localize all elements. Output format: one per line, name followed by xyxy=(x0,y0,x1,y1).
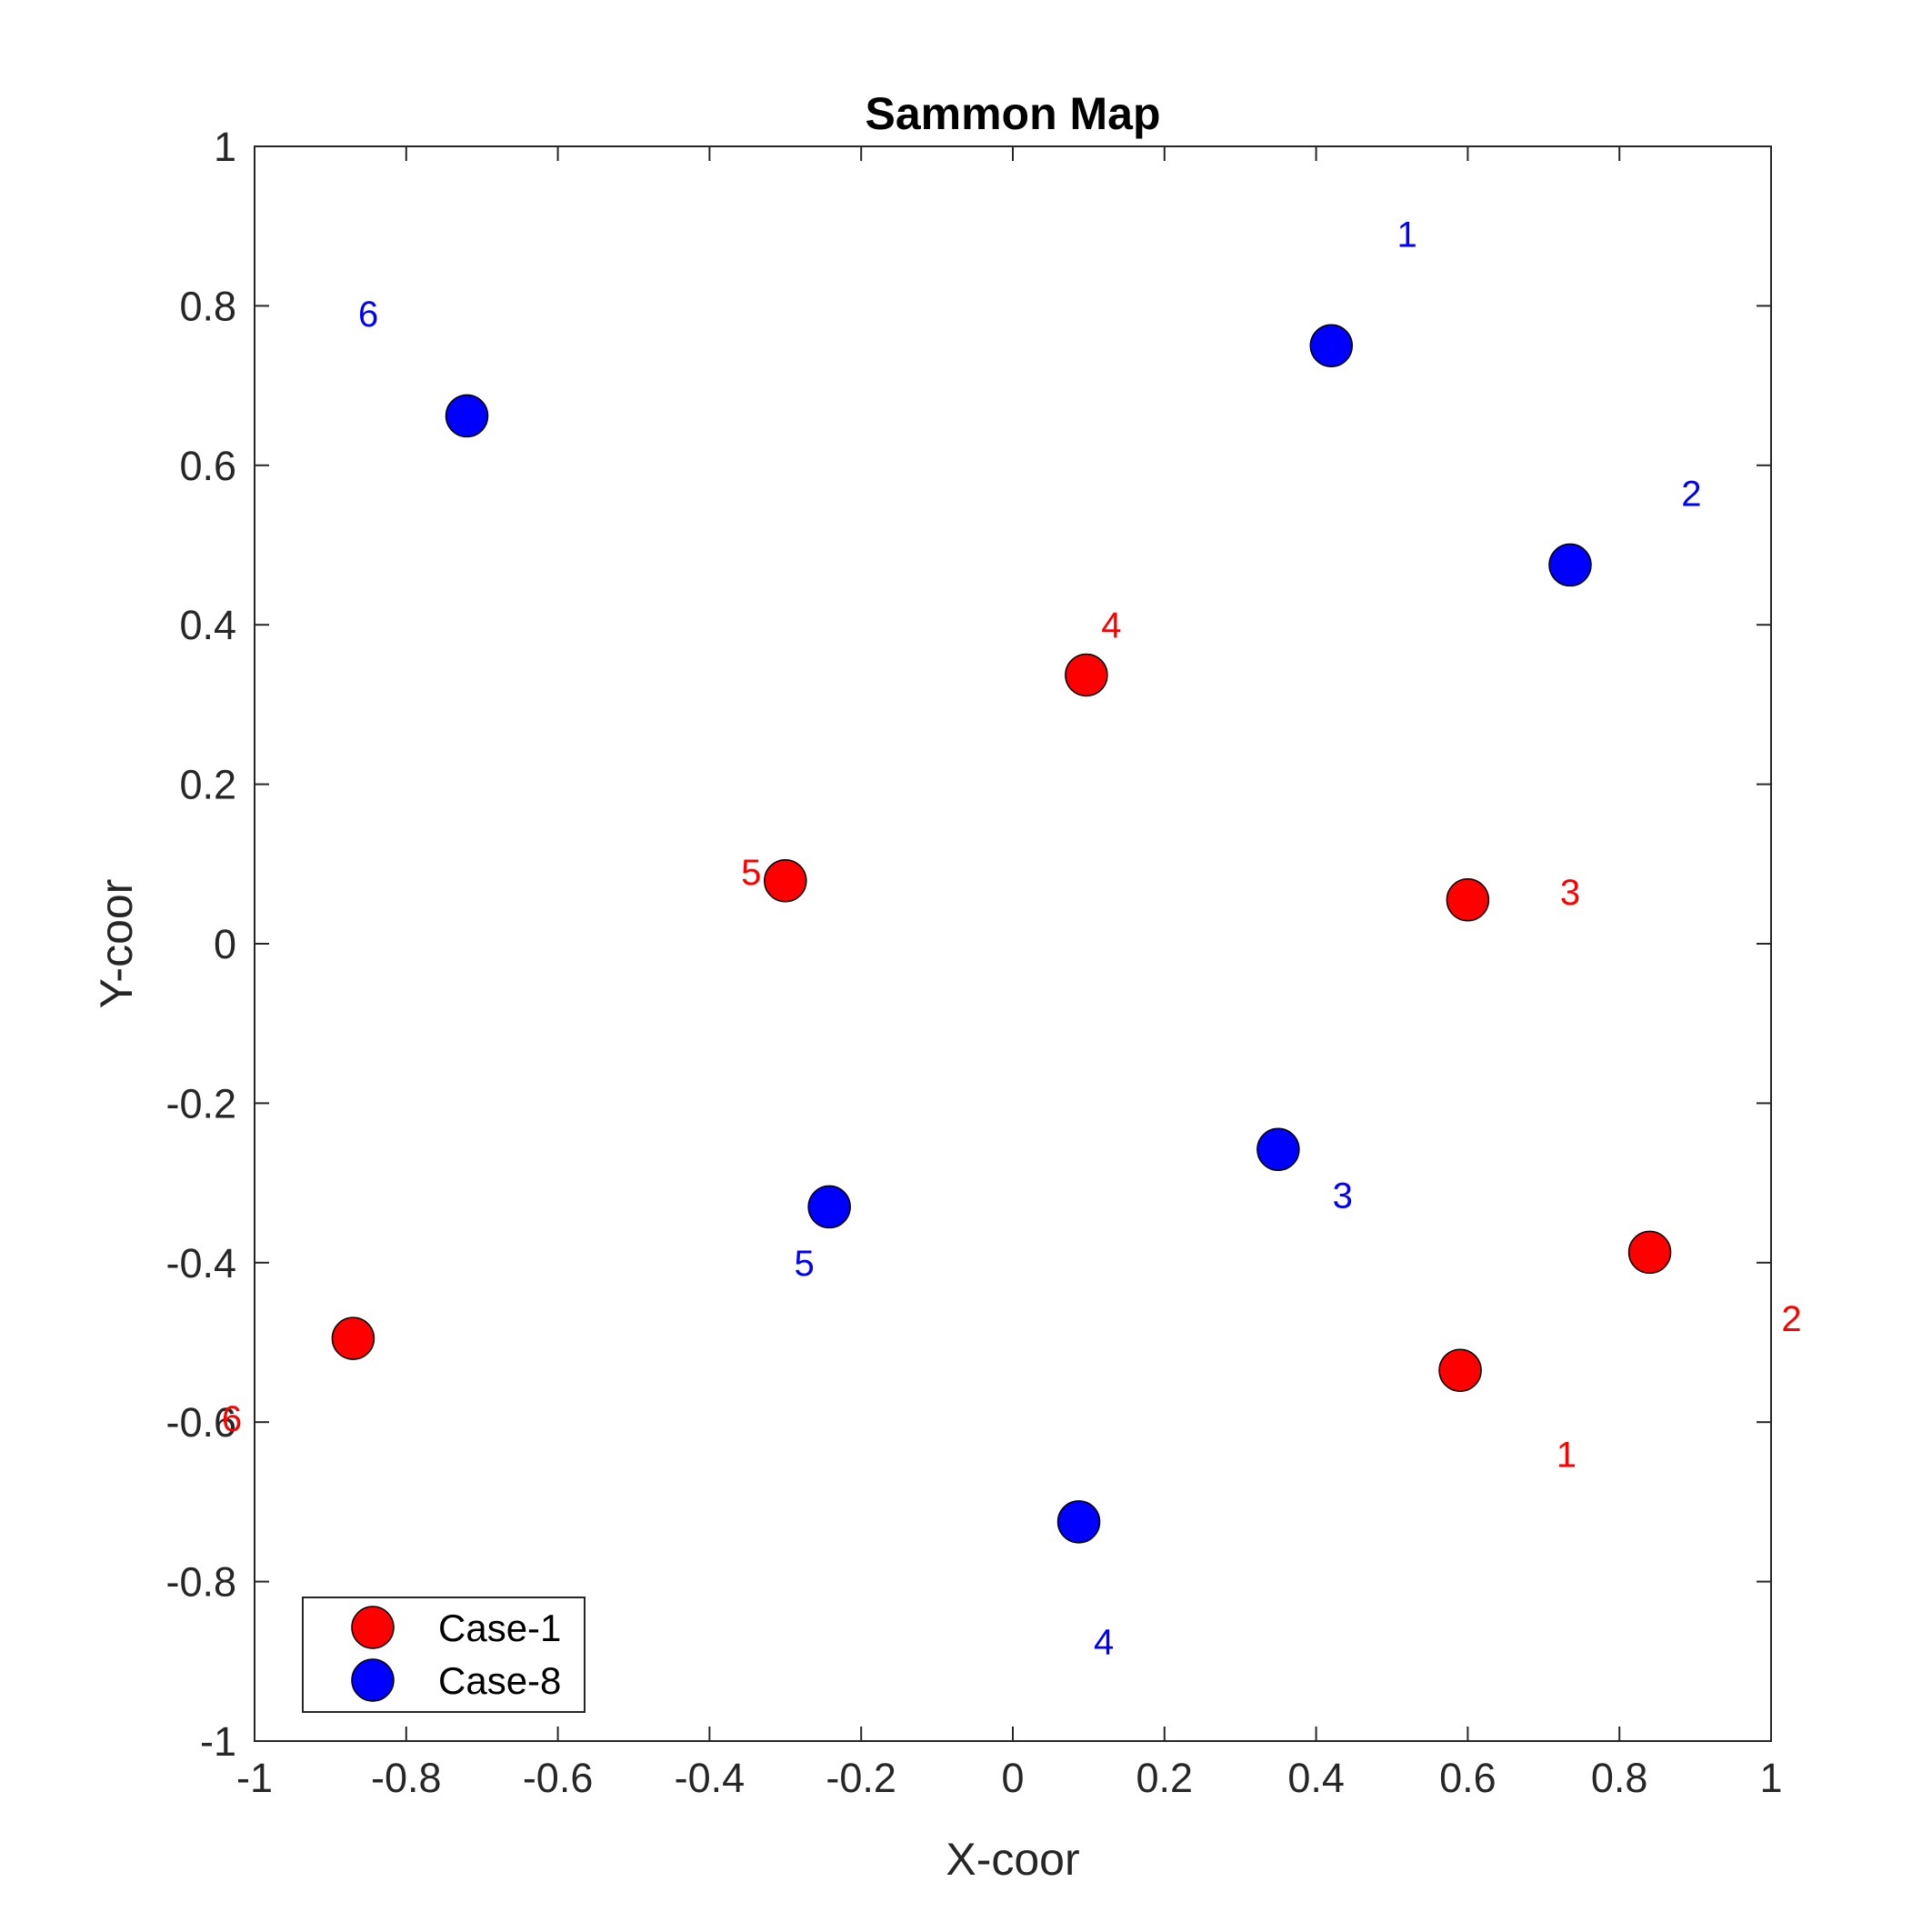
y-tick-label: 0.8 xyxy=(179,283,236,329)
y-tick-label: 0 xyxy=(214,921,236,967)
case-1-point-1 xyxy=(1438,1348,1482,1392)
x-tick-label: 0.8 xyxy=(1591,1755,1648,1801)
case-8-point-label-2: 2 xyxy=(1681,474,1701,514)
y-tick-label: 1 xyxy=(214,124,236,170)
case-1-point-5 xyxy=(764,858,807,903)
x-tick-label: 1 xyxy=(1759,1755,1782,1801)
case-1-point-6 xyxy=(331,1316,375,1360)
case-8-point-3 xyxy=(1256,1127,1300,1172)
x-tick-label: -0.2 xyxy=(826,1755,896,1801)
legend-label-case-1: Case-1 xyxy=(438,1607,561,1649)
x-tick-label: -0.8 xyxy=(371,1755,442,1801)
legend-marker-case-8 xyxy=(351,1658,395,1702)
x-tick-label: 0.2 xyxy=(1136,1755,1194,1801)
case-1-point-label-5: 5 xyxy=(741,853,761,893)
case-1-point-label-3: 3 xyxy=(1560,873,1580,913)
case-8-point-label-6: 6 xyxy=(358,295,378,335)
x-tick-label: 0.6 xyxy=(1439,1755,1497,1801)
case-8-point-4 xyxy=(1056,1500,1101,1544)
y-tick-label: -0.2 xyxy=(165,1080,236,1126)
case-8-point-1 xyxy=(1309,324,1354,367)
legend-label-case-8: Case-8 xyxy=(438,1659,561,1702)
legend: Case-1 Case-8 xyxy=(302,1597,586,1713)
y-tick-label: 0.6 xyxy=(179,443,236,489)
y-tick-label: -0.4 xyxy=(165,1240,236,1286)
x-tick-label: -1 xyxy=(236,1755,273,1801)
legend-marker-case-1 xyxy=(351,1606,395,1649)
case-1-point-label-6: 6 xyxy=(222,1399,242,1439)
case-1-point-4 xyxy=(1065,653,1108,697)
x-tick-label: 0 xyxy=(1001,1755,1024,1801)
x-tick-label: -0.6 xyxy=(523,1755,594,1801)
plot-area-border xyxy=(254,145,1772,1742)
case-8-point-label-1: 1 xyxy=(1397,215,1417,255)
legend-box xyxy=(302,1597,586,1713)
case-8-point-label-4: 4 xyxy=(1094,1622,1114,1662)
axis-ticks: -1 -0.8 -0.6 -0.4 -0.2 0 0.2 0.4 0.6 0.8 1 -1 -0.8 -0… xyxy=(165,124,1782,1801)
data-points xyxy=(331,324,1672,1544)
chart-title: Sammon Map xyxy=(865,88,1160,139)
point-labels: 1 2 3 4 5 6 1 2 3 4 5 6 xyxy=(222,215,1802,1662)
case-8-point-2 xyxy=(1548,543,1592,587)
y-tick-label: 0.2 xyxy=(179,762,236,808)
case-1-point-2 xyxy=(1627,1230,1672,1275)
case-1-point-label-4: 4 xyxy=(1101,606,1121,646)
case-8-point-5 xyxy=(807,1185,851,1229)
y-tick-label: -1 xyxy=(200,1718,236,1765)
y-axis-label: Y-coor xyxy=(91,879,142,1009)
y-tick-label: 0.4 xyxy=(179,602,236,648)
x-tick-label: 0.4 xyxy=(1287,1755,1345,1801)
case-1-point-label-2: 2 xyxy=(1781,1299,1801,1339)
x-axis-label: X-coor xyxy=(946,1834,1079,1885)
x-tick-label: -0.4 xyxy=(675,1755,746,1801)
case-8-point-6 xyxy=(445,394,489,438)
case-8-point-label-3: 3 xyxy=(1333,1176,1353,1216)
case-1-point-3 xyxy=(1446,878,1490,922)
case-8-point-label-5: 5 xyxy=(795,1244,815,1284)
y-tick-label: -0.6 xyxy=(165,1399,236,1446)
y-tick-label: -0.8 xyxy=(165,1559,236,1606)
case-1-point-label-1: 1 xyxy=(1557,1435,1577,1475)
